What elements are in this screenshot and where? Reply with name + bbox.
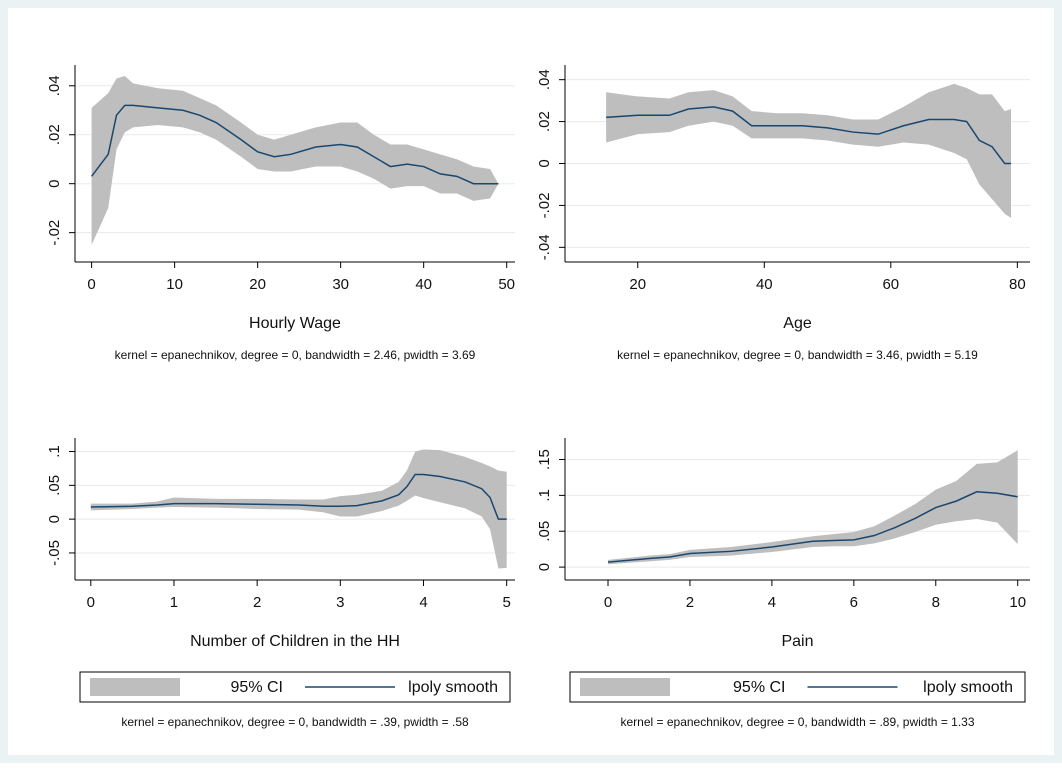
y-tick-label: .1 [536, 489, 553, 502]
y-tick-label: -.05 [46, 540, 63, 566]
x-axis-label: Hourly Wage [249, 315, 341, 332]
x-tick-label: 50 [498, 276, 515, 293]
legend-label: lpoly smooth [408, 679, 498, 696]
y-tick-label: .02 [536, 111, 553, 132]
x-tick-label: 20 [249, 276, 266, 293]
y-tick-label: -.02 [536, 192, 553, 218]
smooth-line [607, 491, 1018, 563]
x-tick-label: 30 [332, 276, 349, 293]
y-tick-label: 0 [536, 159, 553, 167]
x-tick-label: 40 [415, 276, 432, 293]
smooth-line [606, 106, 1012, 165]
x-tick-label: 10 [1009, 594, 1026, 611]
legend-label: 95% CI [231, 679, 283, 696]
x-tick-label: 4 [419, 594, 427, 611]
ci-band [91, 76, 499, 245]
legend-swatch [580, 678, 670, 696]
y-tick-label: .05 [46, 475, 63, 496]
y-tick-label: 0 [46, 515, 63, 523]
note: kernel = epanechnikov, degree = 0, bandw… [617, 348, 978, 362]
y-tick-label: -.02 [46, 220, 63, 246]
x-tick-label: 0 [604, 594, 612, 611]
x-axis-label: Age [783, 315, 812, 332]
ci-band [90, 449, 507, 569]
x-tick-label: 1 [170, 594, 178, 611]
y-tick-label: .04 [46, 75, 63, 96]
x-axis-label: Pain [781, 633, 813, 650]
x-tick-label: 4 [768, 594, 776, 611]
x-tick-label: 40 [756, 276, 773, 293]
y-tick-label: .15 [536, 449, 553, 470]
x-tick-label: 5 [503, 594, 511, 611]
x-tick-label: 3 [336, 594, 344, 611]
y-tick-label: 0 [46, 180, 63, 188]
y-tick-label: .1 [46, 445, 63, 458]
x-tick-label: 8 [932, 594, 940, 611]
y-tick-label: 0 [536, 563, 553, 571]
y-tick-label: .02 [46, 124, 63, 145]
note: kernel = epanechnikov, degree = 0, bandw… [121, 715, 469, 729]
x-tick-label: 6 [850, 594, 858, 611]
x-tick-label: 10 [166, 276, 183, 293]
x-tick-label: 0 [87, 594, 95, 611]
legend-swatch [90, 678, 180, 696]
x-tick-label: 2 [686, 594, 694, 611]
x-tick-label: 0 [87, 276, 95, 293]
legend-label: lpoly smooth [923, 679, 1013, 696]
x-tick-label: 80 [1009, 276, 1026, 293]
y-tick-label: .04 [536, 69, 553, 90]
y-tick-label: .05 [536, 521, 553, 542]
x-axis-label: Number of Children in the HH [190, 633, 400, 650]
x-tick-label: 2 [253, 594, 261, 611]
ci-band [606, 83, 1012, 218]
smooth-line [90, 473, 507, 520]
x-tick-label: 60 [882, 276, 899, 293]
note: kernel = epanechnikov, degree = 0, bandw… [620, 715, 974, 729]
y-tick-label: -.04 [536, 234, 553, 260]
legend-label: 95% CI [733, 679, 785, 696]
x-tick-label: 20 [629, 276, 646, 293]
note: kernel = epanechnikov, degree = 0, bandw… [115, 348, 476, 362]
smooth-line [91, 104, 499, 185]
